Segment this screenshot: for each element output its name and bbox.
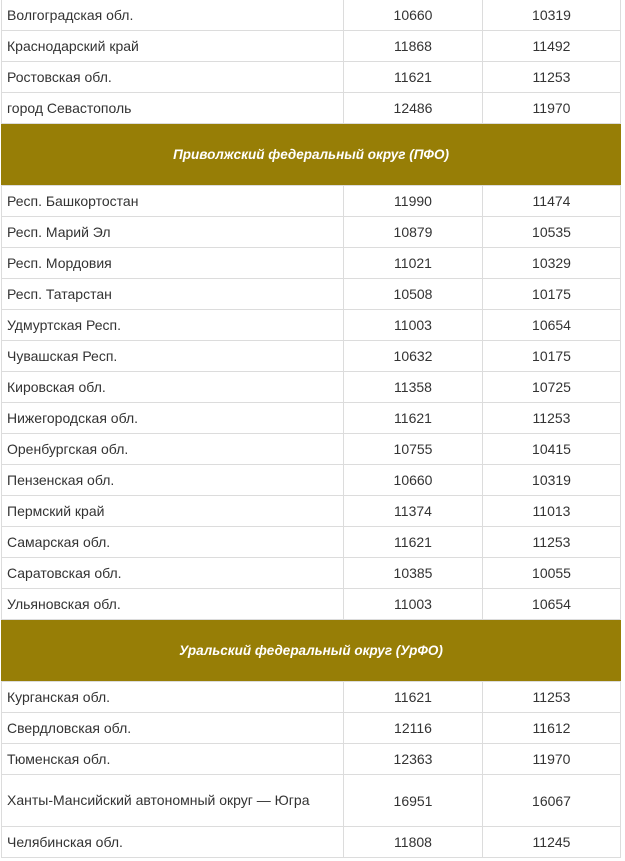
value-2: 10329 [532, 255, 571, 271]
table-row: Пензенская обл. 10660 10319 [1, 465, 621, 496]
region-name: Саратовская обл. [2, 558, 344, 588]
value-1: 12116 [344, 713, 483, 743]
value-1: 11990 [344, 186, 483, 216]
district-header: Приволжский федеральный округ (ПФО) [1, 124, 621, 186]
region-name: Респ. Башкортостан [2, 186, 344, 216]
value-2: 10415 [532, 441, 571, 457]
value-1: 11021 [344, 248, 483, 278]
table-row: Ульяновская обл. 11003 10654 [1, 589, 621, 620]
value-2: 10654 [532, 317, 571, 333]
table-row: Респ. Татарстан 10508 10175 [1, 279, 621, 310]
region-name: Нижегородская обл. [2, 403, 344, 433]
value-2: 10175 [532, 348, 571, 364]
value-1: 11621 [344, 682, 483, 712]
table-row: Тюменская обл. 12363 11970 [1, 744, 621, 775]
value-2: 10319 [532, 472, 571, 488]
region-name: Чувашская Респ. [2, 341, 344, 371]
region-name: Респ. Татарстан [2, 279, 344, 309]
value-1: 10755 [344, 434, 483, 464]
region-name: Челябинская обл. [2, 827, 344, 857]
table-row: Оренбургская обл. 10755 10415 [1, 434, 621, 465]
value-2: 11970 [532, 100, 571, 116]
region-name: Ростовская обл. [2, 62, 344, 92]
value-2: 11253 [532, 69, 571, 85]
value-2: 10175 [532, 286, 571, 302]
table-row: Волгоградская обл. 10660 10319 [1, 0, 621, 31]
region-name: Ханты-Мансийский автономный округ — Югра [2, 775, 344, 826]
value-1: 10508 [344, 279, 483, 309]
value-1: 12486 [344, 93, 483, 123]
value-2: 10654 [532, 596, 571, 612]
value-1: 11374 [344, 496, 483, 526]
value-2: 11492 [532, 38, 571, 54]
table-row: Чувашская Респ. 10632 10175 [1, 341, 621, 372]
region-name: Кировская обл. [2, 372, 344, 402]
value-2: 11612 [532, 720, 571, 736]
value-1: 10660 [344, 0, 483, 30]
value-2: 11245 [532, 834, 571, 850]
value-1: 11003 [344, 589, 483, 619]
value-2: 10535 [532, 224, 571, 240]
region-name: Курганская обл. [2, 682, 344, 712]
value-2: 10055 [532, 565, 571, 581]
value-1: 10879 [344, 217, 483, 247]
table-row: Респ. Башкортостан 11990 11474 [1, 186, 621, 217]
table-row: Ханты-Мансийский автономный округ — Югра… [1, 775, 621, 827]
table-row: Кировская обл. 11358 10725 [1, 372, 621, 403]
value-1: 11621 [344, 403, 483, 433]
region-name: Респ. Марий Эл [2, 217, 344, 247]
value-1: 11003 [344, 310, 483, 340]
region-name: Оренбургская обл. [2, 434, 344, 464]
value-1: 12363 [344, 744, 483, 774]
table-row: Челябинская обл. 11808 11245 [1, 827, 621, 858]
value-2: 11253 [532, 534, 571, 550]
value-2: 11013 [532, 503, 571, 519]
table-row: Нижегородская обл. 11621 11253 [1, 403, 621, 434]
value-1: 10632 [344, 341, 483, 371]
region-name: Тюменская обл. [2, 744, 344, 774]
table-row: Ростовская обл. 11621 11253 [1, 62, 621, 93]
value-2: 10319 [532, 7, 571, 23]
table-row: Пермский край 11374 11013 [1, 496, 621, 527]
value-2: 11253 [532, 410, 571, 426]
region-name: Самарская обл. [2, 527, 344, 557]
value-1: 11621 [344, 62, 483, 92]
region-name: Респ. Мордовия [2, 248, 344, 278]
value-2: 16067 [532, 792, 571, 809]
value-1: 10385 [344, 558, 483, 588]
value-1: 11358 [344, 372, 483, 402]
region-name: Волгоградская обл. [2, 0, 344, 30]
table-row: Респ. Мордовия 11021 10329 [1, 248, 621, 279]
table-row: город Севастополь 12486 11970 [1, 93, 621, 124]
value-2: 11474 [532, 193, 571, 209]
value-2: 11970 [532, 751, 571, 767]
district-header: Уральский федеральный округ (УрФО) [1, 620, 621, 682]
region-name: Краснодарский край [2, 31, 344, 61]
value-2: 11253 [532, 689, 571, 705]
district-title: Приволжский федеральный округ (ПФО) [173, 147, 449, 162]
region-name: Свердловская обл. [2, 713, 344, 743]
value-1: 10660 [344, 465, 483, 495]
table-row: Саратовская обл. 10385 10055 [1, 558, 621, 589]
value-1: 16951 [344, 775, 483, 826]
table-row: Удмуртская Респ. 11003 10654 [1, 310, 621, 341]
value-1: 11868 [344, 31, 483, 61]
value-1: 11808 [344, 827, 483, 857]
region-name: Пензенская обл. [2, 465, 344, 495]
value-1: 11621 [344, 527, 483, 557]
table-row: Самарская обл. 11621 11253 [1, 527, 621, 558]
value-2: 10725 [532, 379, 571, 395]
region-name: город Севастополь [2, 93, 344, 123]
region-name: Пермский край [2, 496, 344, 526]
table-row: Свердловская обл. 12116 11612 [1, 713, 621, 744]
region-name: Ульяновская обл. [2, 589, 344, 619]
region-name: Удмуртская Респ. [2, 310, 344, 340]
table-row: Курганская обл. 11621 11253 [1, 682, 621, 713]
district-title: Уральский федеральный округ (УрФО) [179, 643, 443, 658]
table-row: Краснодарский край 11868 11492 [1, 31, 621, 62]
table-row: Респ. Марий Эл 10879 10535 [1, 217, 621, 248]
